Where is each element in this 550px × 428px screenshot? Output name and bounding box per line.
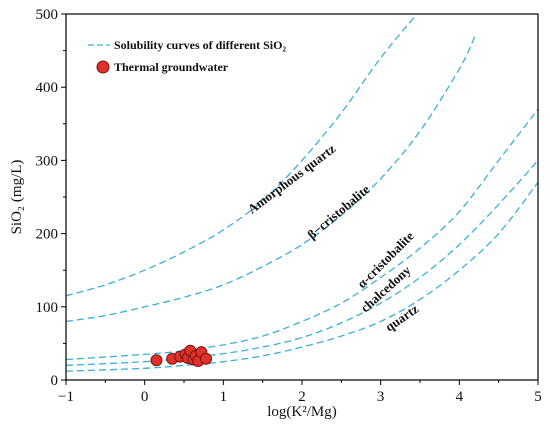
curve-labels: Amorphous quartzβ−cristobaliteα-cristoba…: [245, 141, 422, 335]
curve-label-0: Amorphous quartz: [245, 141, 339, 217]
curve-4: [66, 181, 538, 372]
x-tick-label-1: 0: [141, 389, 149, 405]
curve-label-1: β−cristobalite: [304, 181, 372, 242]
data-point-0: [150, 354, 163, 367]
x-tick-label-5: 4: [456, 389, 464, 405]
legend-point-label: Thermal groundwater: [114, 60, 229, 74]
y-tick-label-4: 400: [36, 80, 59, 96]
x-tick-label-2: 1: [220, 389, 228, 405]
y-axis-title: SiO₂ (mg/L): [9, 160, 25, 235]
y-tick-label-2: 200: [36, 227, 59, 243]
y-tick-label-1: 100: [36, 300, 59, 316]
curve-1: [66, 35, 476, 323]
legend-point-swatch: [96, 60, 110, 74]
y-tick-label-5: 500: [36, 7, 59, 23]
curve-0: [66, 14, 418, 297]
data-point-10: [200, 352, 213, 365]
x-tick-label-3: 2: [298, 389, 306, 405]
y-tick-label-3: 300: [36, 153, 59, 169]
thermal-groundwater-points: [150, 344, 213, 367]
curve-label-4: quartz: [382, 301, 421, 335]
y-axis: 0 100 200 300 400 500: [36, 7, 66, 389]
x-tick-label-0: −1: [58, 389, 74, 405]
x-tick-label-6: 5: [534, 389, 542, 405]
x-tick-label-4: 3: [377, 389, 385, 405]
curve-2: [66, 108, 538, 361]
legend-curve-label: Solubility curves of different SiO₂: [114, 38, 286, 52]
legend: Solubility curves of different SiO₂ Ther…: [88, 38, 286, 74]
y-tick-label-0: 0: [51, 373, 59, 389]
curve-3: [66, 159, 538, 367]
x-axis: −1 0 1 2 3 4 5: [58, 380, 542, 405]
x-axis-title: log(K²/Mg): [267, 404, 337, 420]
